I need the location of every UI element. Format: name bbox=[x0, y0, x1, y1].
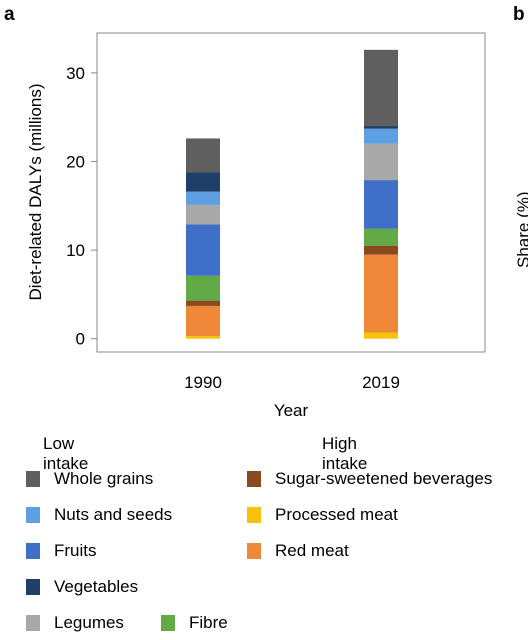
right-panel-fragment-label: Share (%) bbox=[514, 191, 528, 268]
bar-segment-vegetables-2019 bbox=[364, 126, 398, 129]
bar-segment-fruits-2019 bbox=[364, 180, 398, 229]
legend-item-fibre: Fibre bbox=[161, 613, 228, 633]
x-tick-label-1990: 1990 bbox=[184, 373, 222, 392]
legend-item-whole-grains: Whole grains bbox=[26, 469, 153, 489]
legend-item-nuts-and-seeds: Nuts and seeds bbox=[26, 505, 172, 525]
y-tick-label-0: 0 bbox=[76, 330, 85, 349]
swatch-nuts-and-seeds bbox=[26, 507, 40, 523]
panel-label-a: a bbox=[4, 4, 15, 25]
y-axis: 0 10 20 30 bbox=[66, 64, 97, 349]
legend-heading-high-intake: High intake bbox=[322, 434, 368, 473]
swatch-fibre bbox=[161, 615, 175, 631]
legend-label: Fibre bbox=[189, 613, 228, 632]
bar-segment-fruits-1990 bbox=[186, 224, 220, 276]
x-axis: 1990 2019 bbox=[184, 373, 400, 392]
bar-segment-legumes-1990 bbox=[186, 204, 220, 225]
legend-label: Vegetables bbox=[54, 577, 139, 596]
bar-segment-red-meat-2019 bbox=[364, 254, 398, 333]
swatch-fruits bbox=[26, 543, 40, 559]
legend-heading-low-intake: Low intake bbox=[43, 434, 89, 473]
bar-segment-red-meat-1990 bbox=[186, 305, 220, 337]
swatch-sugar-sweetened-beverages bbox=[247, 471, 261, 487]
bar-segment-sugar-sweetened-beverages-1990 bbox=[186, 300, 220, 306]
y-tick-label-30: 30 bbox=[66, 64, 85, 83]
legend-label: Whole grains bbox=[54, 469, 154, 488]
bar-segment-fibre-2019 bbox=[364, 228, 398, 246]
bar-segment-whole-grains-2019 bbox=[364, 49, 398, 127]
legend-item-legumes: Legumes bbox=[26, 613, 124, 633]
swatch-vegetables bbox=[26, 579, 40, 595]
bar-segment-sugar-sweetened-beverages-2019 bbox=[364, 245, 398, 255]
panel-label-b: b bbox=[513, 4, 525, 25]
y-axis-label: Diet-related DALYs (millions) bbox=[26, 84, 45, 301]
legend-label: Fruits bbox=[54, 541, 97, 560]
legend-item-fruits: Fruits bbox=[26, 541, 97, 561]
swatch-red-meat bbox=[247, 543, 261, 559]
x-axis-label: Year bbox=[274, 401, 309, 420]
legend-item-red-meat: Red meat bbox=[247, 541, 349, 561]
plot-frame bbox=[96, 32, 486, 353]
legend-item-processed-meat: Processed meat bbox=[247, 505, 398, 525]
bar-segment-processed-meat-1990 bbox=[186, 336, 220, 339]
bars-group bbox=[186, 49, 398, 339]
y-tick-label-10: 10 bbox=[66, 241, 85, 260]
bar-segment-whole-grains-1990 bbox=[186, 138, 220, 173]
legend-label: Nuts and seeds bbox=[54, 505, 173, 524]
y-tick-label-20: 20 bbox=[66, 152, 85, 171]
bar-segment-fibre-1990 bbox=[186, 275, 220, 301]
swatch-legumes bbox=[26, 615, 40, 631]
bar-segment-nuts-and-seeds-2019 bbox=[364, 128, 398, 144]
bar-segment-processed-meat-2019 bbox=[364, 332, 398, 339]
x-tick-label-2019: 2019 bbox=[362, 373, 400, 392]
bar-segment-legumes-2019 bbox=[364, 143, 398, 181]
legend-label: Legumes bbox=[54, 613, 124, 632]
swatch-processed-meat bbox=[247, 507, 261, 523]
bar-segment-nuts-and-seeds-1990 bbox=[186, 191, 220, 205]
stacked-bar-chart: a b Share (%) 0 10 20 30 1990 2019 Diet-rela… bbox=[4, 4, 528, 420]
legend-label: Sugar-sweetened beverages bbox=[275, 469, 493, 488]
legend-label: Red meat bbox=[275, 541, 349, 560]
legend-label: Processed meat bbox=[275, 505, 398, 524]
legend-item-vegetables: Vegetables bbox=[26, 577, 138, 597]
bar-segment-vegetables-1990 bbox=[186, 172, 220, 192]
legend-item-sugar-sweetened-beverages: Sugar-sweetened beverages bbox=[247, 469, 492, 489]
swatch-whole-grains bbox=[26, 471, 40, 487]
